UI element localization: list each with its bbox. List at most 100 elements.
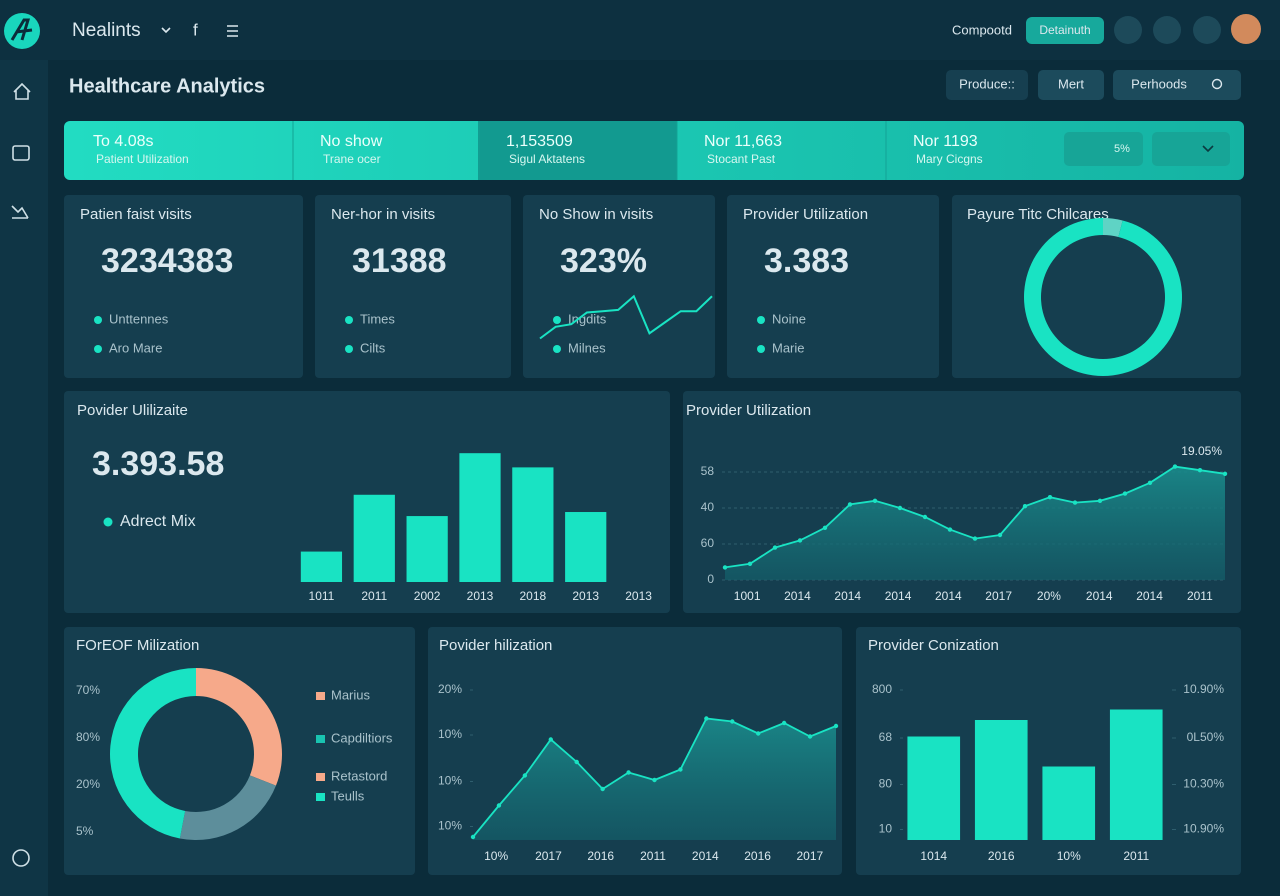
legend-label: Ingdits: [568, 311, 607, 326]
avatar[interactable]: [1231, 14, 1261, 44]
side-label: 5%: [76, 824, 94, 838]
legend-swatch: [316, 735, 325, 743]
sidebar: [0, 60, 48, 896]
x-tick-label: 2011: [361, 589, 387, 603]
y-tick-label: 80: [879, 777, 893, 791]
x-tick-label: 2014: [1136, 589, 1163, 603]
y-tick-label: 68: [879, 730, 893, 744]
settings-icon[interactable]: [12, 849, 30, 867]
home-icon[interactable]: [13, 82, 31, 100]
point: [626, 770, 631, 775]
chart-title: Provider Conization: [868, 637, 999, 654]
calendar-icon[interactable]: [12, 145, 30, 161]
kpi-value: 323%: [560, 242, 647, 280]
y-tick-label: 800: [872, 682, 892, 696]
x-tick-label: 2011: [640, 849, 666, 863]
kpi-value: 3234383: [101, 242, 233, 280]
point: [947, 527, 953, 532]
legend-label: Adrect Mix: [120, 513, 196, 530]
search-icon[interactable]: [1211, 78, 1223, 90]
legend-dot: [103, 517, 113, 527]
banner-value: No show: [320, 133, 383, 150]
area-fill: [725, 466, 1225, 580]
chevron[interactable]: [161, 27, 171, 34]
point: [522, 773, 528, 778]
point: [1197, 468, 1203, 473]
y2-tick-label: 10.90%: [1183, 822, 1224, 836]
x-tick-label: 1011: [309, 589, 335, 603]
legend-label: Teulls: [331, 788, 365, 803]
icon-button[interactable]: [1153, 16, 1181, 44]
banner-label: Stocant Past: [707, 152, 776, 166]
banner-label: Patient Utilization: [96, 152, 189, 166]
area-fill: [473, 718, 836, 840]
legend-dot: [757, 316, 765, 324]
banner-value: Nor 1193: [913, 133, 978, 150]
y-tick-label: 60: [701, 536, 715, 550]
point: [1022, 504, 1028, 509]
card: [64, 195, 303, 378]
x-tick-label: 2014: [784, 589, 811, 603]
x-tick-label: 2013: [572, 589, 599, 603]
point: [1047, 495, 1053, 500]
point: [652, 777, 657, 783]
header-button: Mert: [1058, 76, 1084, 91]
icon-button[interactable]: [1114, 16, 1142, 44]
button-bg[interactable]: [1152, 132, 1230, 166]
legend-label: Milnes: [568, 340, 606, 355]
legend-label: Marie: [772, 340, 805, 355]
point: [807, 734, 813, 739]
point: [772, 545, 778, 550]
icon-f[interactable]: f: [193, 20, 198, 39]
button-bg[interactable]: [1113, 70, 1241, 100]
chart-title: FOrEOF Milization: [76, 637, 199, 654]
button-bg[interactable]: [946, 70, 1028, 100]
x-tick-label: 2013: [467, 589, 494, 603]
pie-segment: [196, 668, 282, 786]
legend-dot: [345, 345, 353, 353]
pie-segment: [109, 668, 196, 839]
x-tick-label: 2017: [797, 849, 824, 863]
card: [727, 195, 939, 378]
chevron[interactable]: [1202, 145, 1214, 153]
button-bg[interactable]: [1026, 17, 1104, 44]
point: [797, 538, 803, 543]
chart-title: Povider hilization: [439, 637, 552, 654]
x-tick-label: 2014: [834, 589, 861, 603]
point: [496, 803, 502, 808]
chart-title: Povider Ulilizaite: [77, 402, 188, 419]
x-tick-label: 2011: [1123, 849, 1149, 863]
x-tick-label: 2013: [625, 589, 652, 603]
button-bg[interactable]: [1064, 132, 1143, 166]
banner-label: Sigul Aktatens: [509, 152, 585, 166]
point: [997, 532, 1003, 538]
legend-label: Retastord: [331, 768, 387, 783]
point: [756, 731, 761, 736]
side-label: 70%: [76, 683, 100, 697]
sparkline: [539, 294, 713, 340]
menu-icon[interactable]: [227, 25, 238, 37]
annotation: 3.393.58: [92, 445, 224, 483]
point: [872, 498, 878, 503]
y2-tick-label: 10.90%: [1183, 682, 1224, 696]
point: [1172, 464, 1178, 469]
brand: Nealints: [72, 20, 141, 41]
chart-title: Provider Utilization: [686, 402, 811, 419]
nav-button: Detainuth: [1039, 23, 1090, 37]
button-bg[interactable]: [1038, 70, 1104, 100]
page-title: Healthcare Analytics: [69, 75, 265, 97]
x-tick-label: 1014: [920, 849, 947, 863]
legend-swatch: [316, 692, 325, 700]
chart-icon[interactable]: [11, 205, 29, 219]
x-tick-label: 2017: [535, 849, 562, 863]
icon-button[interactable]: [1193, 16, 1221, 44]
point: [548, 737, 553, 742]
point: [847, 502, 853, 507]
y-tick-label: 10: [879, 822, 893, 836]
banner-value: Nor 11,663: [704, 133, 782, 150]
x-tick-label: 2014: [935, 589, 962, 603]
header-button: Perhoods: [1131, 76, 1187, 91]
content: Nealints Compootd Detainuth Healthcare Anal…: [64, 20, 1241, 875]
x-tick-label: 2016: [988, 849, 1015, 863]
